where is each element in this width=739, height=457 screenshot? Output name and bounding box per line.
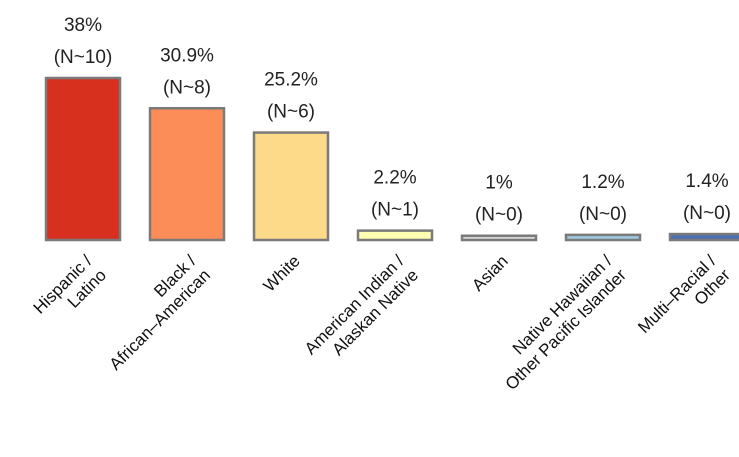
count-label-american-indian-alaskan-native: (N~1) [371, 200, 419, 221]
count-label-white: (N~6) [267, 102, 315, 123]
bar-hispanic-latino [44, 76, 122, 242]
count-label-asian: (N~0) [475, 205, 523, 226]
bar-american-indian-alaskan-native [356, 229, 434, 242]
value-label-hispanic-latino: 38% [64, 15, 102, 36]
count-label-multi-racial-other: (N~0) [683, 203, 731, 224]
count-label-native-hawaiian-other-pacific-islander: (N~0) [579, 204, 627, 225]
bar-black-african-american [148, 107, 226, 242]
category-label-line: White [260, 251, 304, 295]
value-label-american-indian-alaskan-native: 2.2% [373, 168, 416, 189]
category-label-multi-racial-other: Multi–Racial /Other [634, 251, 734, 351]
count-label-black-african-american: (N~8) [163, 77, 211, 98]
category-label-black-african-american: Black /African–American [92, 251, 215, 374]
category-label-line: Asian [468, 251, 512, 295]
category-label-line: Other Pacific Islander [502, 265, 631, 394]
value-labels-group: 38% (N~10) 30.9% (N~8) 25.2% (N~6) 2.2% (N~1) 1%… [54, 15, 731, 226]
value-label-black-african-american: 30.9% [160, 45, 214, 66]
value-label-white: 25.2% [264, 70, 318, 91]
bar-multi-racial-other [668, 232, 739, 242]
category-label-asian: Asian [468, 251, 512, 295]
category-labels-group: Hispanic /Latino Black /African–American W… [30, 251, 735, 394]
value-label-multi-racial-other: 1.4% [685, 171, 728, 192]
bar-asian [460, 234, 538, 242]
category-label-white: White [260, 251, 304, 295]
category-label-native-hawaiian-other-pacific-islander: Native Hawaiian /Other Pacific Islander [487, 251, 630, 394]
value-label-asian: 1% [485, 173, 513, 194]
value-label-native-hawaiian-other-pacific-islander: 1.2% [581, 172, 624, 193]
count-label-hispanic-latino: (N~10) [54, 47, 113, 68]
bar-native-hawaiian-other-pacific-islander [564, 233, 642, 242]
category-label-american-indian-alaskan-native: American Indian /Alaskan Native [301, 251, 422, 372]
bar-white [252, 131, 330, 242]
bars-group [44, 76, 739, 242]
category-label-hispanic-latino: Hispanic /Latino [30, 251, 111, 332]
